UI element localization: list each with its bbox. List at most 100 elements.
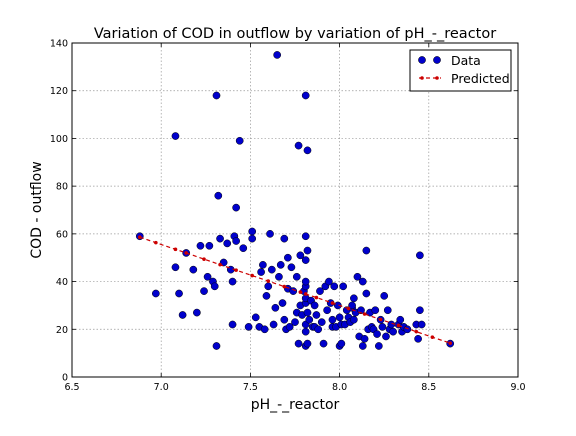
data-point bbox=[417, 320, 426, 329]
predicted-point bbox=[378, 317, 383, 322]
data-point bbox=[219, 258, 228, 267]
legend-data-marker bbox=[433, 56, 441, 64]
data-point bbox=[305, 315, 314, 324]
data-point bbox=[276, 261, 285, 269]
data-point bbox=[284, 253, 292, 262]
predicted-point bbox=[266, 279, 271, 283]
predicted-point bbox=[330, 301, 335, 305]
data-point bbox=[303, 308, 312, 317]
legend-data-label: Data bbox=[451, 53, 481, 68]
data-point bbox=[301, 327, 310, 336]
data-point bbox=[348, 301, 356, 310]
predicted-point bbox=[234, 268, 238, 272]
data-point bbox=[303, 146, 312, 155]
predicted-point bbox=[202, 257, 206, 261]
data-point bbox=[171, 132, 180, 140]
data-point bbox=[267, 265, 276, 274]
legend-box bbox=[409, 49, 512, 92]
data-point bbox=[196, 241, 205, 250]
predicted-point bbox=[218, 262, 222, 267]
data-point bbox=[266, 230, 274, 238]
series-layer bbox=[135, 51, 455, 350]
y-tick-label: 80 bbox=[56, 182, 68, 193]
predicted-point bbox=[173, 247, 178, 252]
y-tick-label: 60 bbox=[56, 229, 68, 240]
data-point bbox=[335, 313, 344, 322]
data-point bbox=[375, 342, 383, 350]
data-point bbox=[310, 301, 319, 310]
data-point bbox=[280, 315, 289, 324]
data-point bbox=[223, 239, 232, 248]
data-point bbox=[193, 308, 201, 317]
axis-ticks: 6.5 7.0 7.5 8.0 8.5 9.0 0 20 40 60 80 100 120 140 bbox=[50, 39, 526, 394]
data-point bbox=[373, 330, 381, 338]
data-point bbox=[257, 268, 265, 276]
data-point bbox=[317, 318, 326, 326]
data-point bbox=[292, 272, 301, 281]
x-tick-label: 7.0 bbox=[154, 382, 169, 393]
data-point bbox=[178, 311, 187, 319]
x-tick-label: 6.5 bbox=[64, 382, 79, 393]
chart-title: Variation of COD in outflow by variation… bbox=[94, 26, 496, 42]
data-point bbox=[205, 241, 214, 250]
data-point bbox=[362, 289, 371, 298]
data-point bbox=[389, 327, 397, 336]
y-tick-label: 140 bbox=[50, 39, 68, 50]
data-point bbox=[328, 315, 337, 324]
data-point bbox=[289, 287, 298, 295]
legend: Data Predicted bbox=[409, 49, 512, 92]
data-point bbox=[273, 51, 282, 59]
data-point bbox=[212, 91, 221, 100]
data-point bbox=[350, 315, 358, 324]
data-point bbox=[271, 303, 280, 312]
data-point bbox=[337, 339, 346, 348]
data-point bbox=[378, 323, 387, 331]
data-point bbox=[325, 277, 333, 286]
y-tick-label: 0 bbox=[62, 373, 68, 384]
predicted-point bbox=[154, 240, 158, 245]
data-point bbox=[244, 323, 253, 331]
data-point bbox=[396, 315, 405, 324]
y-tick-label: 20 bbox=[56, 325, 68, 336]
data-point bbox=[314, 325, 323, 334]
data-point bbox=[416, 251, 424, 260]
data-point bbox=[416, 306, 424, 315]
x-tick-label: 8.5 bbox=[421, 382, 436, 393]
predicted-point bbox=[414, 329, 419, 334]
predicted-point bbox=[314, 295, 319, 300]
predicted-point bbox=[282, 284, 287, 289]
predicted-point bbox=[298, 290, 303, 294]
x-tick-label: 8.0 bbox=[332, 382, 347, 393]
data-point bbox=[152, 289, 160, 298]
predicted-point bbox=[362, 312, 367, 316]
data-point bbox=[259, 261, 267, 269]
legend-predicted-label: Predicted bbox=[451, 71, 510, 86]
data-point bbox=[414, 334, 422, 343]
data-point bbox=[248, 227, 257, 236]
data-point bbox=[291, 318, 299, 326]
data-point bbox=[228, 277, 237, 286]
data-point bbox=[380, 292, 389, 300]
y-tick-label: 120 bbox=[50, 86, 68, 97]
data-point bbox=[235, 136, 244, 145]
data-point bbox=[303, 339, 312, 348]
data-point bbox=[189, 265, 198, 274]
data-point bbox=[358, 277, 367, 286]
data-point bbox=[301, 256, 310, 264]
data-point bbox=[333, 301, 342, 310]
data-point bbox=[360, 334, 369, 343]
data-point bbox=[301, 277, 310, 286]
data-point bbox=[210, 282, 219, 291]
plot-area bbox=[72, 43, 518, 377]
x-tick-label: 9.0 bbox=[510, 382, 525, 393]
data-point bbox=[353, 272, 362, 281]
data-point bbox=[232, 237, 240, 245]
predicted-point bbox=[448, 341, 453, 345]
data-point bbox=[319, 339, 328, 348]
grid-lines bbox=[72, 43, 518, 377]
y-axis-label: COD - outflow bbox=[29, 161, 45, 258]
data-point bbox=[264, 282, 273, 291]
legend-data-marker bbox=[418, 56, 426, 64]
predicted-point bbox=[303, 292, 308, 296]
predicted-point bbox=[137, 235, 142, 239]
